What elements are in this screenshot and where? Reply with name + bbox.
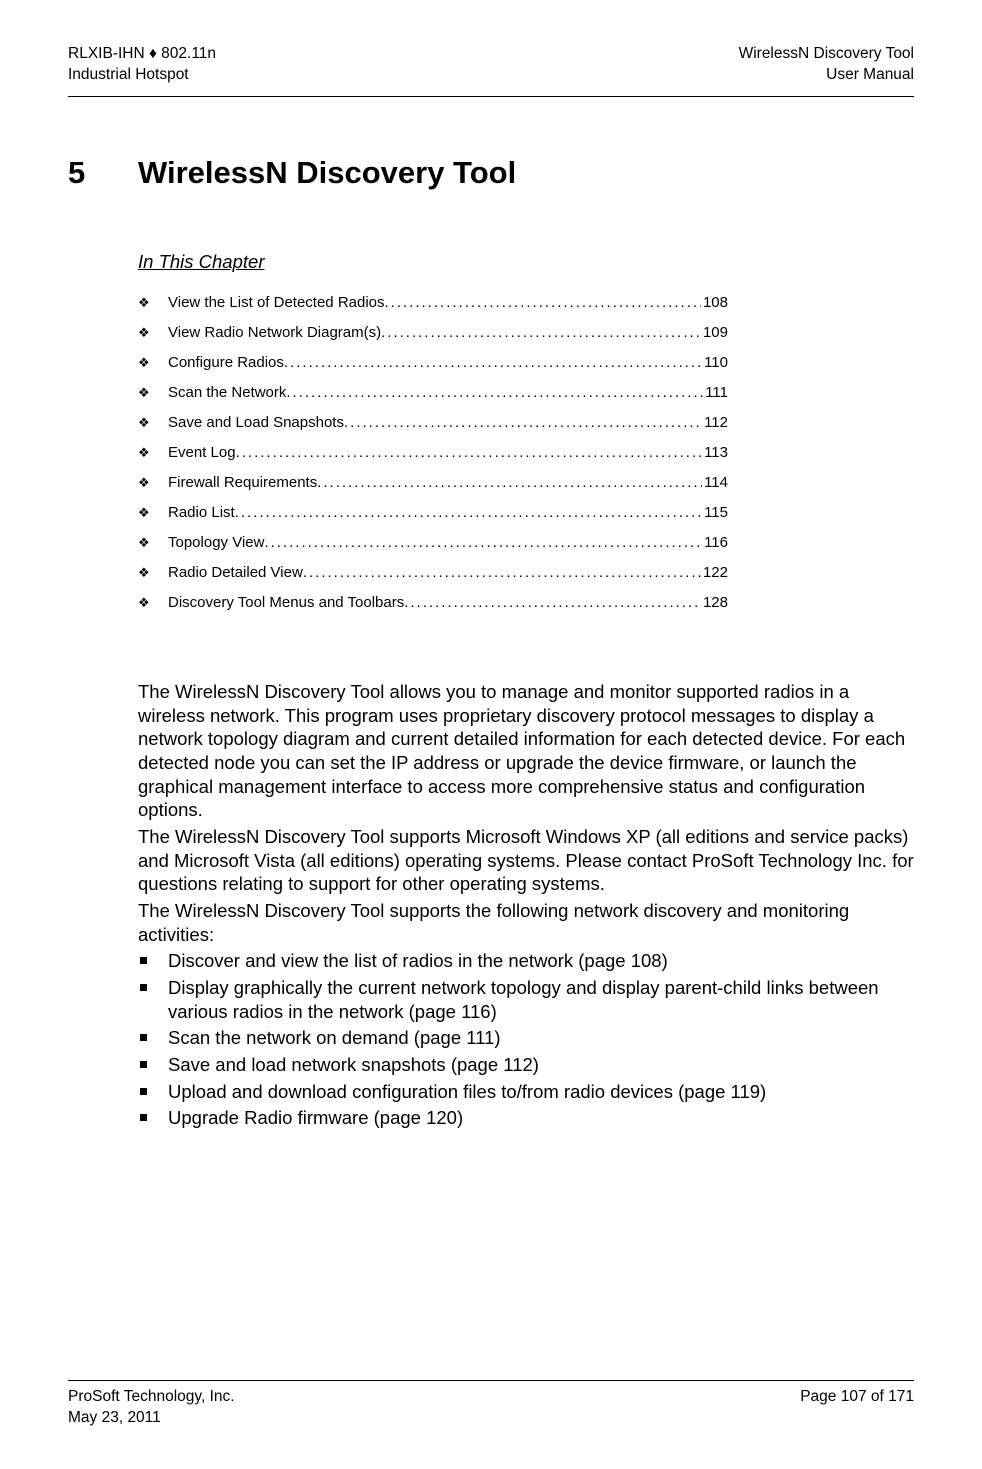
toc-label: Configure Radios [168,355,284,370]
paragraph: The WirelessN Discovery Tool supports Mi… [138,825,914,896]
toc-page: 111 [703,385,728,400]
toc-leader [385,295,701,310]
diamond-bullet-icon: ❖ [138,386,168,399]
diamond-bullet-icon: ❖ [138,356,168,369]
list-item: Upload and download configuration files … [138,1080,914,1104]
toc-item: ❖ View Radio Network Diagram(s) 109 [138,325,914,340]
toc-item: ❖ Topology View 116 [138,535,914,550]
toc-page: 113 [702,445,728,460]
header-left-line2: Industrial Hotspot [68,65,216,86]
in-this-chapter-heading: In This Chapter [138,251,914,273]
toc-item: ❖ Radio List 115 [138,505,914,520]
header-right: WirelessN Discovery Tool User Manual [739,44,914,86]
toc-item: ❖ View the List of Detected Radios 108 [138,295,914,310]
diamond-bullet-icon: ❖ [138,326,168,339]
toc-leader [284,355,702,370]
toc-page: 109 [701,325,728,340]
toc-page: 115 [702,505,728,520]
footer-company: ProSoft Technology, Inc. [68,1387,235,1408]
toc-item: ❖ Event Log 113 [138,445,914,460]
toc-label: Topology View [168,535,264,550]
toc-page: 116 [702,535,728,550]
footer-date: May 23, 2011 [68,1408,235,1429]
toc-item: ❖ Radio Detailed View 122 [138,565,914,580]
toc-page: 110 [702,355,728,370]
toc-label: Scan the Network [168,385,286,400]
diamond-bullet-icon: ❖ [138,296,168,309]
chapter-title: 5WirelessN Discovery Tool [68,155,914,191]
diamond-bullet-icon: ❖ [138,416,168,429]
toc-leader [404,595,701,610]
toc-label: Discovery Tool Menus and Toolbars [168,595,404,610]
toc-label: Save and Load Snapshots [168,415,344,430]
toc: ❖ View the List of Detected Radios 108 ❖… [138,295,914,610]
toc-leader [381,325,701,340]
toc-label: View Radio Network Diagram(s) [168,325,381,340]
diamond-bullet-icon: ❖ [138,536,168,549]
body-text: The WirelessN Discovery Tool allows you … [138,680,914,1130]
toc-leader [317,475,702,490]
list-item: Scan the network on demand (page 111) [138,1026,914,1050]
chapter-number: 5 [68,155,138,191]
chapter-title-text: WirelessN Discovery Tool [138,155,516,190]
diamond-bullet-icon: ❖ [138,446,168,459]
header-left: RLXIB-IHN ♦ 802.11n Industrial Hotspot [68,44,216,86]
toc-leader [303,565,701,580]
header-left-line1: RLXIB-IHN ♦ 802.11n [68,44,216,65]
paragraph: The WirelessN Discovery Tool supports th… [138,899,914,946]
diamond-bullet-icon: ❖ [138,596,168,609]
list-item: Upgrade Radio firmware (page 120) [138,1106,914,1130]
list-item: Discover and view the list of radios in … [138,949,914,973]
toc-leader [235,505,702,520]
toc-item: ❖ Configure Radios 110 [138,355,914,370]
bullet-list: Discover and view the list of radios in … [138,949,914,1130]
footer-left: ProSoft Technology, Inc. May 23, 2011 [68,1387,235,1429]
toc-page: 122 [701,565,728,580]
toc-item: ❖ Save and Load Snapshots 112 [138,415,914,430]
toc-label: View the List of Detected Radios [168,295,385,310]
page-header: RLXIB-IHN ♦ 802.11n Industrial Hotspot W… [68,44,914,97]
toc-item: ❖ Firewall Requirements 114 [138,475,914,490]
footer-right: Page 107 of 171 [800,1387,914,1429]
toc-page: 108 [701,295,728,310]
page-footer: ProSoft Technology, Inc. May 23, 2011 Pa… [68,1380,914,1429]
toc-leader [344,415,702,430]
diamond-bullet-icon: ❖ [138,476,168,489]
diamond-bullet-icon: ❖ [138,566,168,579]
toc-page: 114 [702,475,728,490]
header-right-line1: WirelessN Discovery Tool [739,44,914,65]
toc-label: Radio Detailed View [168,565,303,580]
toc-item: ❖ Scan the Network 111 [138,385,914,400]
toc-label: Radio List [168,505,235,520]
toc-label: Event Log [168,445,236,460]
toc-page: 112 [702,415,728,430]
toc-leader [286,385,703,400]
list-item: Save and load network snapshots (page 11… [138,1053,914,1077]
header-right-line2: User Manual [739,65,914,86]
toc-leader [264,535,702,550]
paragraph: The WirelessN Discovery Tool allows you … [138,680,914,822]
list-item: Display graphically the current network … [138,976,914,1023]
diamond-bullet-icon: ❖ [138,506,168,519]
toc-page: 128 [701,595,728,610]
footer-page-number: Page 107 of 171 [800,1387,914,1408]
toc-leader [236,445,703,460]
toc-label: Firewall Requirements [168,475,317,490]
toc-item: ❖ Discovery Tool Menus and Toolbars 128 [138,595,914,610]
